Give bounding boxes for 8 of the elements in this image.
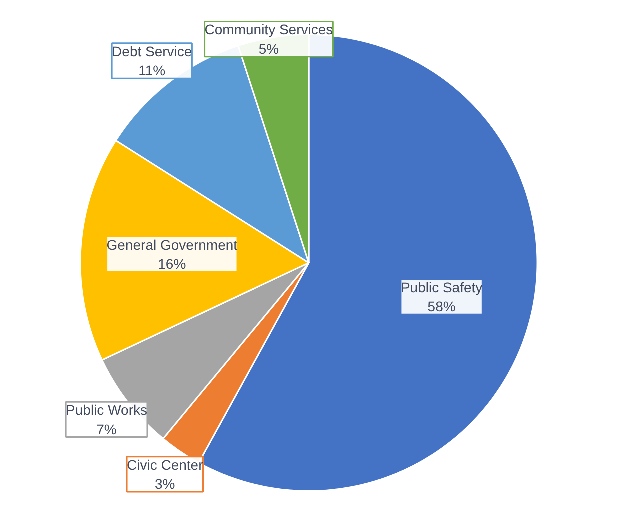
slice-label: Public Works xyxy=(66,402,148,418)
data-label: 58% xyxy=(428,298,456,315)
data-label: 16% xyxy=(158,256,186,272)
data-label: 3% xyxy=(155,476,176,492)
data-label: 7% xyxy=(96,421,117,438)
data-label: 5% xyxy=(258,40,280,57)
data-label: 11% xyxy=(138,62,166,79)
slice-label: Debt Service xyxy=(112,43,192,60)
